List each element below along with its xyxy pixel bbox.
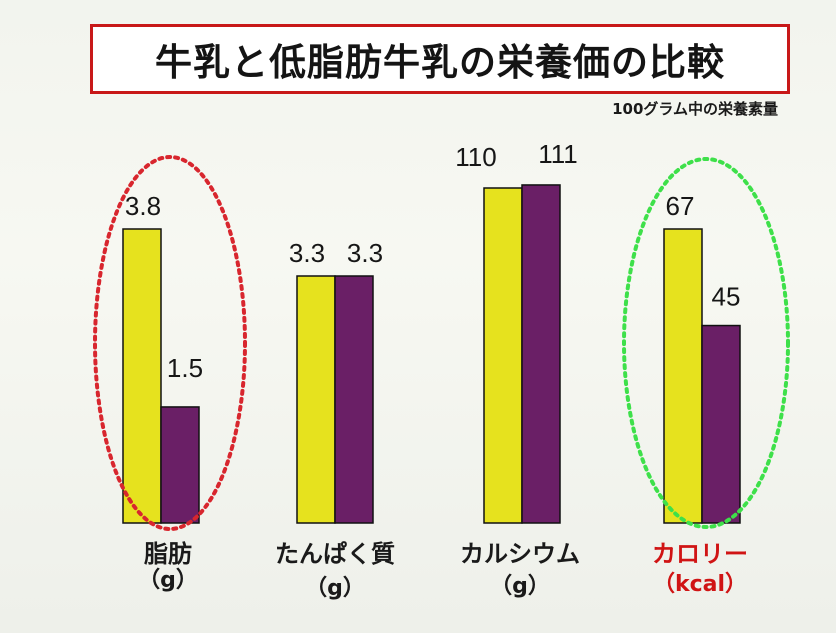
category-label-protein: たんぱく質 （g） [255,540,415,602]
fat-highlight-ellipse [93,155,247,531]
milk-value-label-2: 110 [455,142,496,172]
category-label-calcium: カルシウム （g） [440,540,600,600]
calorie-highlight-ellipse [622,157,790,529]
milk-bar-2 [483,187,523,524]
milk-bar-3 [663,228,703,524]
milk-value-label-1: 3.3 [289,238,325,268]
category-name: カロリー [652,540,748,568]
category-unit: （g） [490,574,550,599]
chart-subtitle: 100グラム中の栄養素量 [612,100,778,118]
milk-bar-1 [296,275,336,524]
category-name: たんぱく質 [275,540,395,568]
milk-value-label-3: 67 [666,191,695,221]
lowfat-milk-bar-0 [160,406,200,524]
category-unit: （kcal） [652,572,748,597]
lowfat-milk-bar-3 [701,324,741,524]
category-unit: （g） [138,568,198,593]
lowfat-milk-bar-2 [521,184,561,524]
milk-bar-0 [122,228,162,524]
lowfat-value-label-2: 111 [538,139,578,169]
title-box: 牛乳と低脂肪牛乳の栄養価の比較 [90,24,790,94]
chart-title: 牛乳と低脂肪牛乳の栄養価の比較 [155,41,725,84]
lowfat-value-label-3: 45 [712,282,741,312]
category-label-fat: 脂肪 （g） [118,540,218,594]
lowfat-value-label-1: 3.3 [347,238,383,268]
milk-value-label-0: 3.8 [125,191,161,221]
lowfat-milk-bar-1 [334,275,374,524]
category-name: 脂肪 [144,540,192,568]
lowfat-value-label-0: 1.5 [167,353,203,383]
category-label-calorie: カロリー （kcal） [630,540,770,598]
category-name: カルシウム [460,540,580,568]
category-unit: （g） [305,576,365,601]
